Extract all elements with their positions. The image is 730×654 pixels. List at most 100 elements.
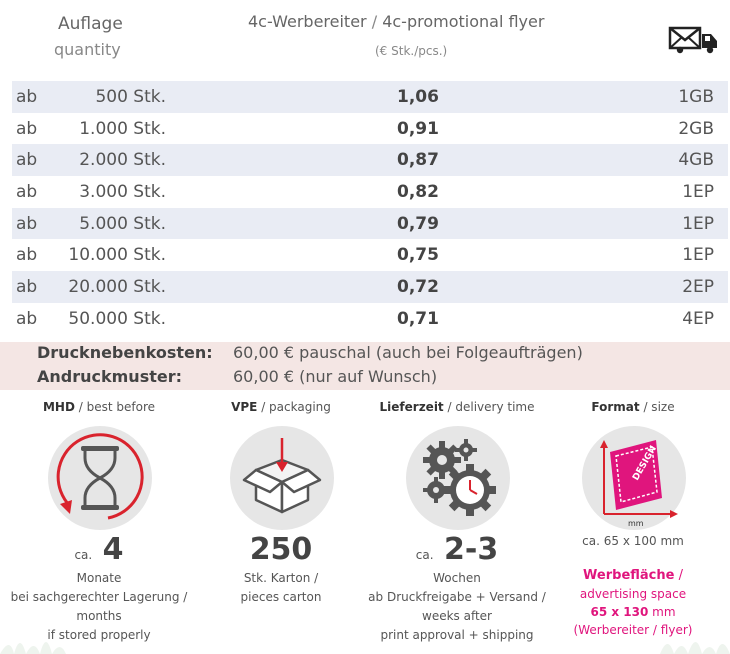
format-icon-unit: mm [628, 519, 644, 528]
extra-cost-row: Drucknebenkosten: 60,00 € pauschal (auch … [37, 343, 583, 362]
unit-price: 0,87 [397, 150, 439, 171]
feature-title-en: / packaging [261, 400, 331, 414]
delivery-value-line: ca. 2-3 [366, 532, 548, 567]
best-before-line1: bei sachgerechter Lagerung / [10, 590, 188, 604]
advertising-space: Werbefläche / advertising space 65 x 130… [542, 567, 724, 639]
product-features: MHD / best before ca. 4 Monate bei sachg… [0, 392, 730, 654]
feature-delivery-time: Lieferzeit / delivery time [366, 392, 548, 642]
shipping-code: 4EP [682, 308, 714, 329]
table-header: Auflage quantity 4c-Werbereiter / 4c-pro… [0, 0, 730, 80]
feature-title: Format / size [542, 400, 724, 414]
quantity-header-en: quantity [54, 40, 121, 59]
advertising-space-note: (Werbereiter / flyer) [573, 623, 693, 637]
extra-cost-value: 60,00 € pauschal (auch bei Folgeaufträge… [233, 343, 583, 362]
unit-price: 0,75 [397, 245, 439, 266]
grass-decoration [0, 642, 730, 654]
advertising-space-unit: mm [648, 605, 676, 619]
table-row: ab 1.000 Stk. 0,91 2GB [12, 113, 728, 145]
approx-label: ca. [415, 548, 434, 562]
table-row: ab 500 Stk. 1,06 1GB [12, 81, 728, 113]
hourglass-icon [48, 426, 152, 530]
feature-title: VPE / packaging [190, 400, 372, 414]
delivery-line1: ab Druckfreigabe + Versand / [368, 590, 546, 604]
advertising-space-en: advertising space [579, 587, 687, 601]
product-title-de: 4c-Werbereiter [248, 12, 367, 31]
shipping-code: 1EP [682, 182, 714, 203]
shipping-code: 1EP [682, 245, 714, 266]
approx-label: ca. [74, 548, 93, 562]
delivery-unit: Wochen [433, 571, 481, 585]
quantity-header-de: Auflage [58, 14, 123, 34]
product-title-separator: / [366, 12, 383, 31]
format-size: ca. 65 x 100 mm [582, 534, 684, 548]
shipping-code: 2GB [678, 118, 714, 139]
feature-title-de: Format [591, 400, 640, 414]
shipping-code: 2EP [682, 277, 714, 298]
quantity-prefix: ab [16, 277, 38, 298]
price-table: ab 500 Stk. 1,06 1GB ab 1.000 Stk. 0,91 … [12, 81, 728, 335]
quantity-value: 10.000 Stk. [68, 245, 166, 266]
advertising-space-de: Werbefläche [583, 568, 675, 583]
feature-title-de: Lieferzeit [379, 400, 444, 414]
delivery-line2: weeks after [422, 609, 492, 623]
feature-title-en: / size [643, 400, 675, 414]
feature-title-de: VPE [231, 400, 258, 414]
best-before-value-line: ca. 4 [8, 532, 190, 567]
quantity-prefix: ab [16, 213, 38, 234]
packaging-value: 250 [249, 532, 313, 567]
quantity-value: 500 Stk. [95, 87, 166, 107]
best-before-line2: months [76, 609, 122, 623]
unit-price: 0,79 [397, 213, 439, 234]
quantity-value: 5.000 Stk. [79, 213, 166, 234]
table-row: ab 50.000 Stk. 0,71 4EP [12, 303, 728, 335]
table-row: ab 5.000 Stk. 0,79 1EP [12, 207, 728, 240]
product-title-en: 4c-promotional flyer [382, 12, 545, 31]
quantity-value: 50.000 Stk. [68, 308, 166, 329]
box-icon [230, 426, 334, 530]
table-row: ab 20.000 Stk. 0,72 2EP [12, 271, 728, 303]
table-row: ab 10.000 Stk. 0,75 1EP [12, 239, 728, 271]
quantity-prefix: ab [16, 308, 38, 329]
feature-title-de: MHD [42, 400, 75, 414]
unit-price: 0,91 [397, 118, 439, 139]
quantity-prefix: ab [16, 182, 38, 203]
shipping-code: 4GB [678, 150, 714, 171]
feature-description: Stk. Karton / pieces carton [190, 569, 372, 607]
extra-cost-row: Andruckmuster: 60,00 € (nur auf Wunsch) [37, 367, 437, 386]
extra-cost-value: 60,00 € (nur auf Wunsch) [233, 367, 438, 386]
extra-costs: Drucknebenkosten: 60,00 € pauschal (auch … [0, 342, 730, 390]
advertising-space-size: 65 x 130 [590, 605, 649, 619]
quantity-prefix: ab [16, 118, 38, 139]
table-row: ab 2.000 Stk. 0,87 4GB [12, 144, 728, 177]
feature-title: MHD / best before [8, 400, 190, 414]
quantity-prefix: ab [16, 150, 38, 171]
unit-price: 0,72 [397, 277, 439, 298]
quantity-value: 2.000 Stk. [79, 150, 166, 171]
gears-clock-icon [406, 426, 510, 530]
feature-title-en: / delivery time [447, 400, 535, 414]
feature-description: Wochen ab Druckfreigabe + Versand / week… [366, 569, 548, 645]
feature-format: Format / size DESIGN mm ca. 65 x 100 mm … [542, 392, 724, 637]
feature-packaging: VPE / packaging 250 Stk. Karton / pieces… [190, 392, 372, 604]
quantity-value: 20.000 Stk. [68, 277, 166, 298]
best-before-unit: Monate [76, 571, 122, 585]
feature-title: Lieferzeit / delivery time [366, 400, 548, 414]
quantity-prefix: ab [16, 245, 38, 266]
extra-cost-label: Andruckmuster: [37, 367, 183, 386]
product-title: 4c-Werbereiter / 4c-promotional flyer [248, 12, 544, 31]
feature-title-en: / best before [78, 400, 156, 414]
quantity-prefix: ab [16, 87, 38, 107]
best-before-line3: if stored properly [47, 628, 151, 642]
unit-price: 0,82 [397, 182, 439, 203]
envelope-truck-icon [668, 26, 717, 54]
extra-cost-label: Drucknebenkosten: [37, 343, 213, 362]
unit-price: 0,71 [397, 308, 439, 329]
table-row: ab 3.000 Stk. 0,82 1EP [12, 176, 728, 208]
advertising-space-separator: / [674, 568, 683, 583]
delivery-line3: print approval + shipping [380, 628, 534, 642]
price-unit: (€ Stk./pcs.) [375, 44, 448, 58]
unit-price: 1,06 [397, 87, 439, 107]
shipping-code: 1EP [682, 213, 714, 234]
feature-description: Monate bei sachgerechter Lagerung / mont… [8, 569, 190, 645]
quantity-value: 3.000 Stk. [79, 182, 166, 203]
